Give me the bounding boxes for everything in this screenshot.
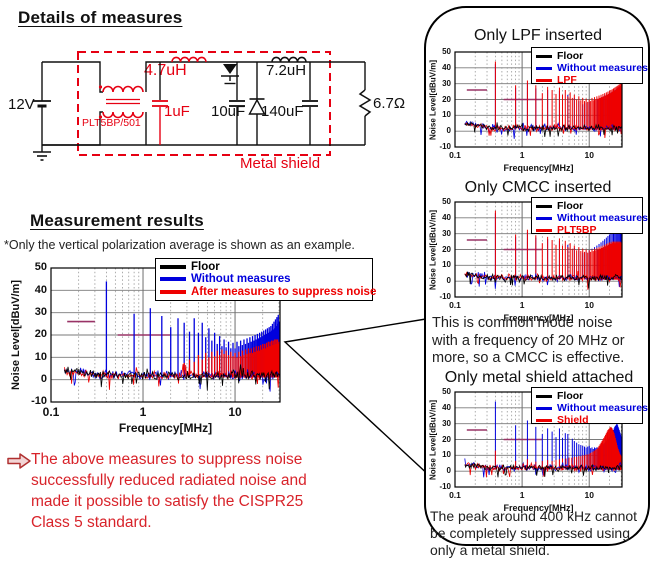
label-7p2uh: 7.2uH (266, 62, 307, 79)
shield-chart-title: Only metal shield attached (444, 369, 634, 386)
y-tick-label: 50 (34, 261, 47, 274)
label-plt5bp: PLT5BP/501 (82, 117, 141, 129)
legend-entry: Floor (160, 261, 368, 273)
cmcc-chart-title: Only CMCC inserted (464, 179, 612, 196)
cap-10uf-icon (229, 100, 245, 107)
metal-shield-box-icon (77, 51, 331, 156)
label-metal-shield: Metal shield (240, 155, 321, 172)
detail-panel (424, 6, 650, 546)
label-4p7uh: 4.7uH (144, 62, 187, 79)
transistor-icon (221, 64, 239, 85)
cmcc-choke-icon (98, 85, 144, 119)
inductor-7p2uh-icon (271, 56, 307, 63)
x-tick-label: 0.1 (42, 405, 60, 419)
conclusion-text: The above measures to suppress noise suc… (31, 451, 307, 531)
label-1uf: 1uF (164, 103, 190, 120)
cap-1uf-icon (152, 100, 168, 107)
legend-entry: After measures to suppress noise (160, 286, 376, 298)
results-note: *Only the vertical polarization average … (4, 238, 355, 252)
legend-label: Without measures (191, 273, 291, 286)
y-tick-label: 40 (34, 283, 47, 296)
cap-140uf-icon (302, 100, 318, 107)
resistor-icon (358, 89, 372, 117)
block-arrow-icon (7, 453, 31, 469)
y-tick-label: 10 (34, 350, 47, 363)
x-tick-label: 1 (139, 405, 147, 419)
legend-entry: Without measures (160, 273, 368, 285)
y-axis-label: Noise Level[dBuV/m] (10, 279, 22, 391)
x-tick-label: 10 (228, 405, 242, 419)
battery-icon (33, 100, 51, 108)
x-axis-label: Frequency[MHz] (118, 421, 213, 435)
results-heading: Measurement results (30, 211, 204, 230)
legend-label: After measures to suppress noise (191, 285, 377, 298)
details-heading: Details of measures (18, 8, 183, 27)
circuit-diagram (33, 51, 372, 161)
label-12v: 12V (8, 96, 35, 113)
circuit-wires (41, 61, 366, 152)
y-tick-label: -10 (31, 395, 47, 408)
cmcc-note: This is common mode noise with a frequen… (432, 315, 625, 366)
legend-swatch (160, 265, 186, 270)
label-6p7ohm: 6.7Ω (373, 95, 406, 112)
y-tick-label: 0 (40, 372, 47, 385)
y-tick-label: 30 (34, 305, 47, 318)
inductor-4p7uh-icon (171, 56, 207, 63)
legend-swatch (160, 289, 186, 294)
lpf-chart-title: Only LPF inserted (473, 27, 603, 44)
ground-icon (33, 151, 51, 161)
y-tick-label: 20 (34, 328, 47, 341)
label-140uf: 140uF (261, 103, 304, 120)
diode-icon (248, 98, 266, 115)
legend-swatch (160, 277, 186, 282)
shield-note: The peak around 400 kHz cannot be comple… (430, 508, 638, 558)
legend-label: Floor (191, 261, 220, 274)
main-legend: Floor Without measures After measures to s… (155, 258, 376, 301)
